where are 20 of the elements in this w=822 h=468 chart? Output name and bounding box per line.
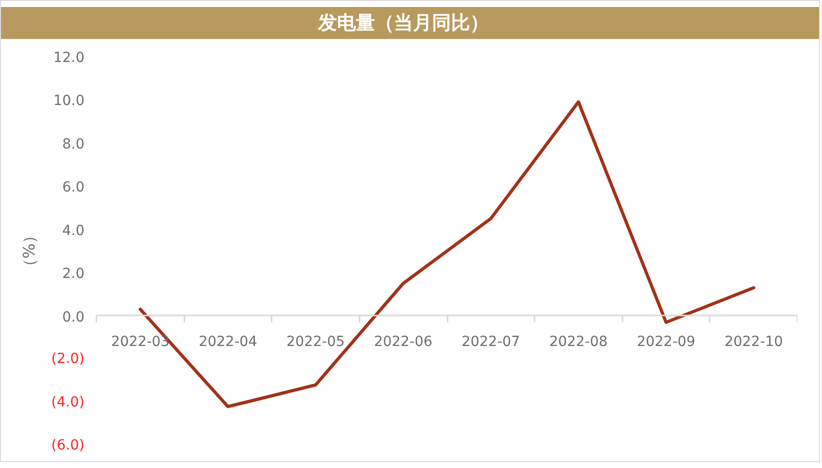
y-tick-label: (6.0) — [51, 438, 85, 454]
x-tick-label: 2022-03 — [111, 334, 170, 350]
x-tick-label: 2022-04 — [198, 334, 258, 350]
y-tick-label: 4.0 — [62, 222, 84, 239]
x-tick-label: 2022-08 — [549, 334, 608, 350]
y-tick-label: 12.0 — [53, 50, 84, 66]
y-tick-label: (4.0) — [51, 394, 85, 410]
y-tick-label: 8.0 — [62, 136, 84, 152]
y-tick-label: 6.0 — [62, 180, 84, 196]
x-tick-label: 2022-06 — [374, 334, 433, 350]
x-tick-label: 2022-05 — [286, 334, 345, 350]
y-tick-label: 10.0 — [53, 93, 84, 110]
y-tick-label: (2.0) — [51, 351, 85, 368]
x-tick-label: 2022-10 — [724, 334, 783, 350]
y-tick-label: 0.0 — [62, 309, 84, 326]
x-tick-label: 2022-09 — [636, 334, 696, 350]
chart-title: 发电量（当月同比） — [317, 12, 489, 34]
y-axis-title: （%） — [19, 227, 38, 275]
y-tick-label: 2.0 — [62, 266, 84, 282]
x-tick-label: 2022-07 — [462, 334, 520, 350]
